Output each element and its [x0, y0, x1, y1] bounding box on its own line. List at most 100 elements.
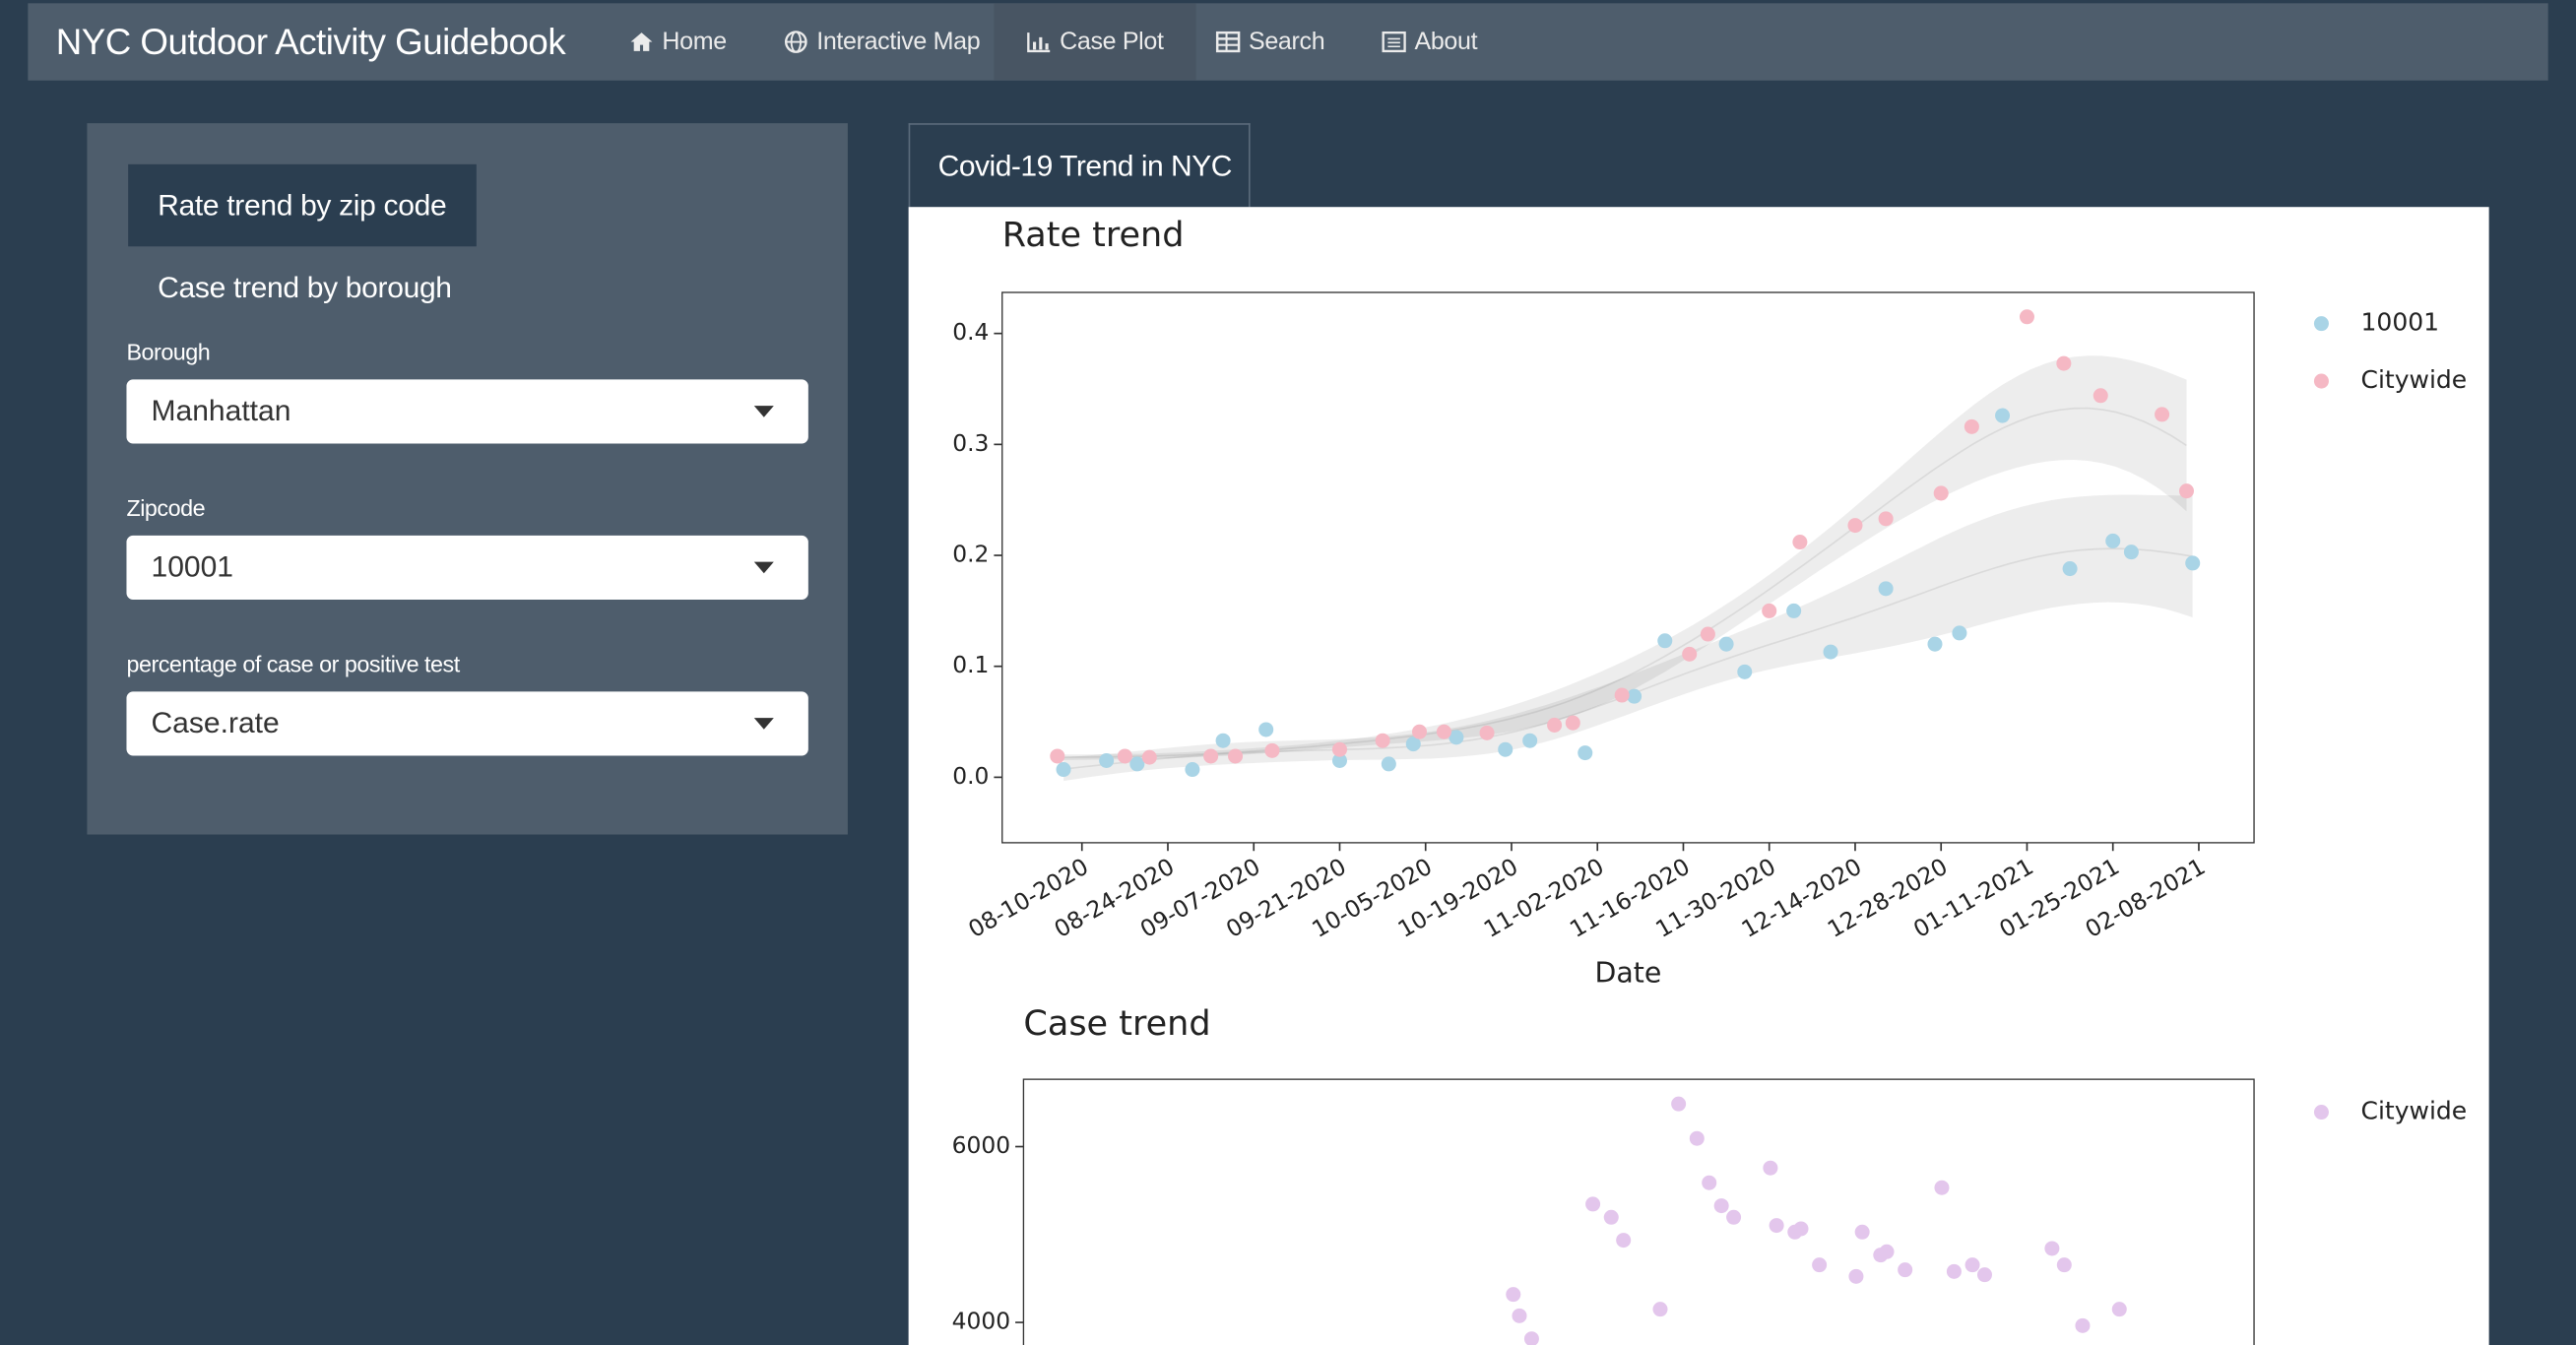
point: [1964, 418, 1979, 434]
point: [1718, 636, 1734, 652]
point: [1099, 752, 1115, 769]
plot-frame: [1001, 291, 2255, 844]
point: [1702, 1175, 1717, 1190]
point: [1050, 748, 1065, 764]
point: [1129, 756, 1145, 772]
point: [1898, 1262, 1913, 1278]
point: [1215, 733, 1231, 748]
point: [2075, 1317, 2091, 1333]
point: [1506, 1287, 1521, 1303]
point: [1934, 1180, 1950, 1195]
point: [2155, 407, 2170, 422]
nav-label: Home: [662, 28, 727, 56]
point: [1726, 1209, 1742, 1225]
point: [1786, 603, 1802, 618]
plot-frame: [1022, 1078, 2255, 1345]
point: [1964, 1257, 1980, 1273]
icon: [1382, 31, 1406, 53]
icon: [630, 32, 653, 51]
select[interactable]: Case.rate: [126, 691, 808, 756]
point: [1523, 1331, 1539, 1345]
point: [2056, 1257, 2072, 1273]
icon: [1215, 31, 1241, 53]
icon: [1027, 32, 1051, 53]
x-axis-label: Date: [1594, 956, 1661, 989]
sidebar: Rate trend by zip code Case trend by bor…: [87, 123, 848, 835]
y-tick-label: 4000: [952, 1308, 1010, 1335]
point: [1657, 633, 1673, 649]
point: [1405, 737, 1421, 752]
point: [1682, 646, 1698, 662]
point: [1737, 664, 1753, 679]
point: [1411, 724, 1428, 739]
point: [1141, 749, 1157, 765]
point: [1203, 748, 1219, 764]
point: [1056, 762, 1071, 778]
field-label: Borough: [126, 338, 211, 365]
point: [1700, 626, 1715, 642]
point: [1547, 717, 1563, 733]
nav-map[interactable]: Interactive Map: [750, 3, 1012, 80]
point: [1578, 745, 1593, 761]
smooth-band: [1057, 355, 2187, 760]
select[interactable]: 10001: [126, 535, 808, 600]
point: [1565, 715, 1580, 731]
point: [1995, 408, 2011, 423]
point: [1927, 636, 1943, 652]
y-tick-label: 0.4: [952, 318, 989, 346]
point: [1689, 1130, 1705, 1146]
point: [1854, 1224, 1870, 1240]
point: [1498, 741, 1513, 757]
point: [1762, 603, 1777, 618]
point: [2044, 1241, 2060, 1256]
point: [1848, 1268, 1864, 1284]
nav-label: Search: [1248, 28, 1325, 56]
nav-search[interactable]: Search: [1183, 3, 1357, 80]
point: [1185, 762, 1200, 778]
nav-home[interactable]: Home: [597, 3, 760, 80]
field-label: percentage of case or positive test: [126, 650, 460, 677]
legend-label: 10001: [2360, 308, 2439, 337]
point: [1331, 741, 1347, 757]
select-value: Manhattan: [151, 394, 291, 427]
navbar: NYC Outdoor Activity Guidebook Home Inte…: [28, 3, 2548, 81]
select[interactable]: Manhattan: [126, 379, 808, 444]
tab-label: Covid-19 Trend in NYC: [937, 148, 1233, 182]
field-label: Zipcode: [126, 494, 206, 521]
y-tick-label: 0.2: [952, 541, 989, 568]
point: [2062, 561, 2078, 577]
nav-case-plot[interactable]: Case Plot: [994, 3, 1196, 81]
point: [1331, 752, 1347, 769]
y-tick-label: 0.0: [952, 762, 989, 790]
point: [1228, 748, 1244, 764]
chart-title: Case trend: [1023, 1003, 1210, 1044]
point: [1769, 1218, 1784, 1234]
point: [1793, 1221, 1809, 1237]
point: [2123, 544, 2139, 560]
point: [2178, 483, 2195, 499]
nav-about[interactable]: About: [1349, 3, 1511, 80]
point: [1823, 644, 1838, 660]
brand[interactable]: NYC Outdoor Activity Guidebook: [55, 21, 566, 63]
point: [1847, 518, 1863, 534]
chart-title: Rate trend: [1002, 215, 1185, 255]
point: [1792, 535, 1808, 550]
point: [2093, 388, 2108, 404]
point: [1614, 687, 1630, 703]
pill[interactable]: Case trend by borough: [158, 270, 452, 303]
smooth-line: [1057, 407, 2187, 758]
pill[interactable]: Rate trend by zip code: [128, 163, 477, 247]
y-tick-label: 6000: [952, 1131, 1010, 1159]
select-value: 10001: [151, 549, 234, 584]
point: [1522, 733, 1538, 748]
point: [1585, 1196, 1601, 1212]
point: [1616, 1233, 1632, 1249]
point: [1436, 724, 1451, 739]
legend-marker: [2313, 1104, 2329, 1121]
point: [1879, 1244, 1895, 1259]
point: [1512, 1308, 1527, 1323]
tab[interactable]: Covid-19 Trend in NYC: [908, 123, 1251, 208]
y-tick-label: 0.3: [952, 429, 989, 457]
point: [1375, 733, 1390, 748]
